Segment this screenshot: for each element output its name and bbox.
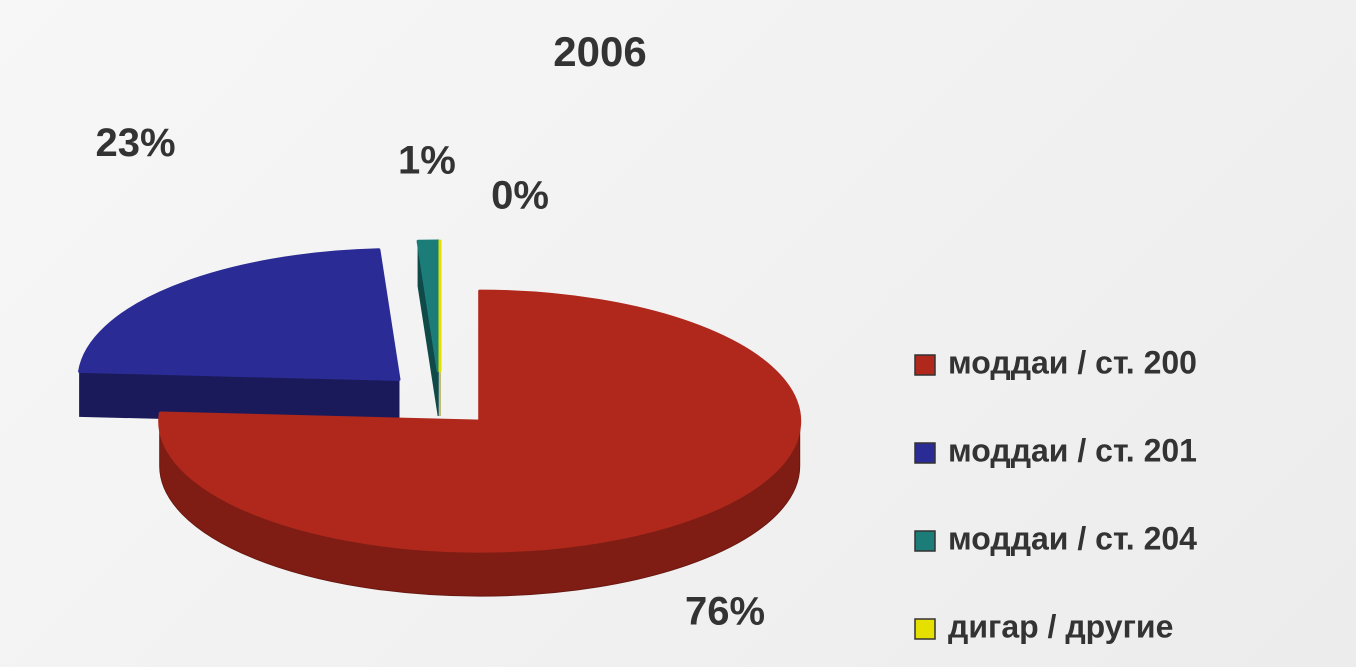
legend-swatch [914, 618, 936, 640]
data-label: 0% [491, 174, 549, 218]
legend-label: моддаи / ст. 201 [948, 432, 1197, 468]
data-label: 76% [685, 590, 765, 634]
legend-label: моддаи / ст. 204 [948, 520, 1197, 556]
legend-label: дигар / другие [948, 608, 1173, 644]
data-label: 1% [398, 139, 456, 183]
slice [416, 239, 440, 373]
legend-swatch [914, 354, 936, 376]
slice [158, 289, 802, 553]
legend-swatch [914, 442, 936, 464]
data-label: 23% [96, 121, 176, 165]
slice [78, 248, 401, 381]
chart-title: 2006 [553, 28, 646, 75]
legend-swatch [914, 530, 936, 552]
legend-label: моддаи / ст. 200 [948, 344, 1197, 380]
